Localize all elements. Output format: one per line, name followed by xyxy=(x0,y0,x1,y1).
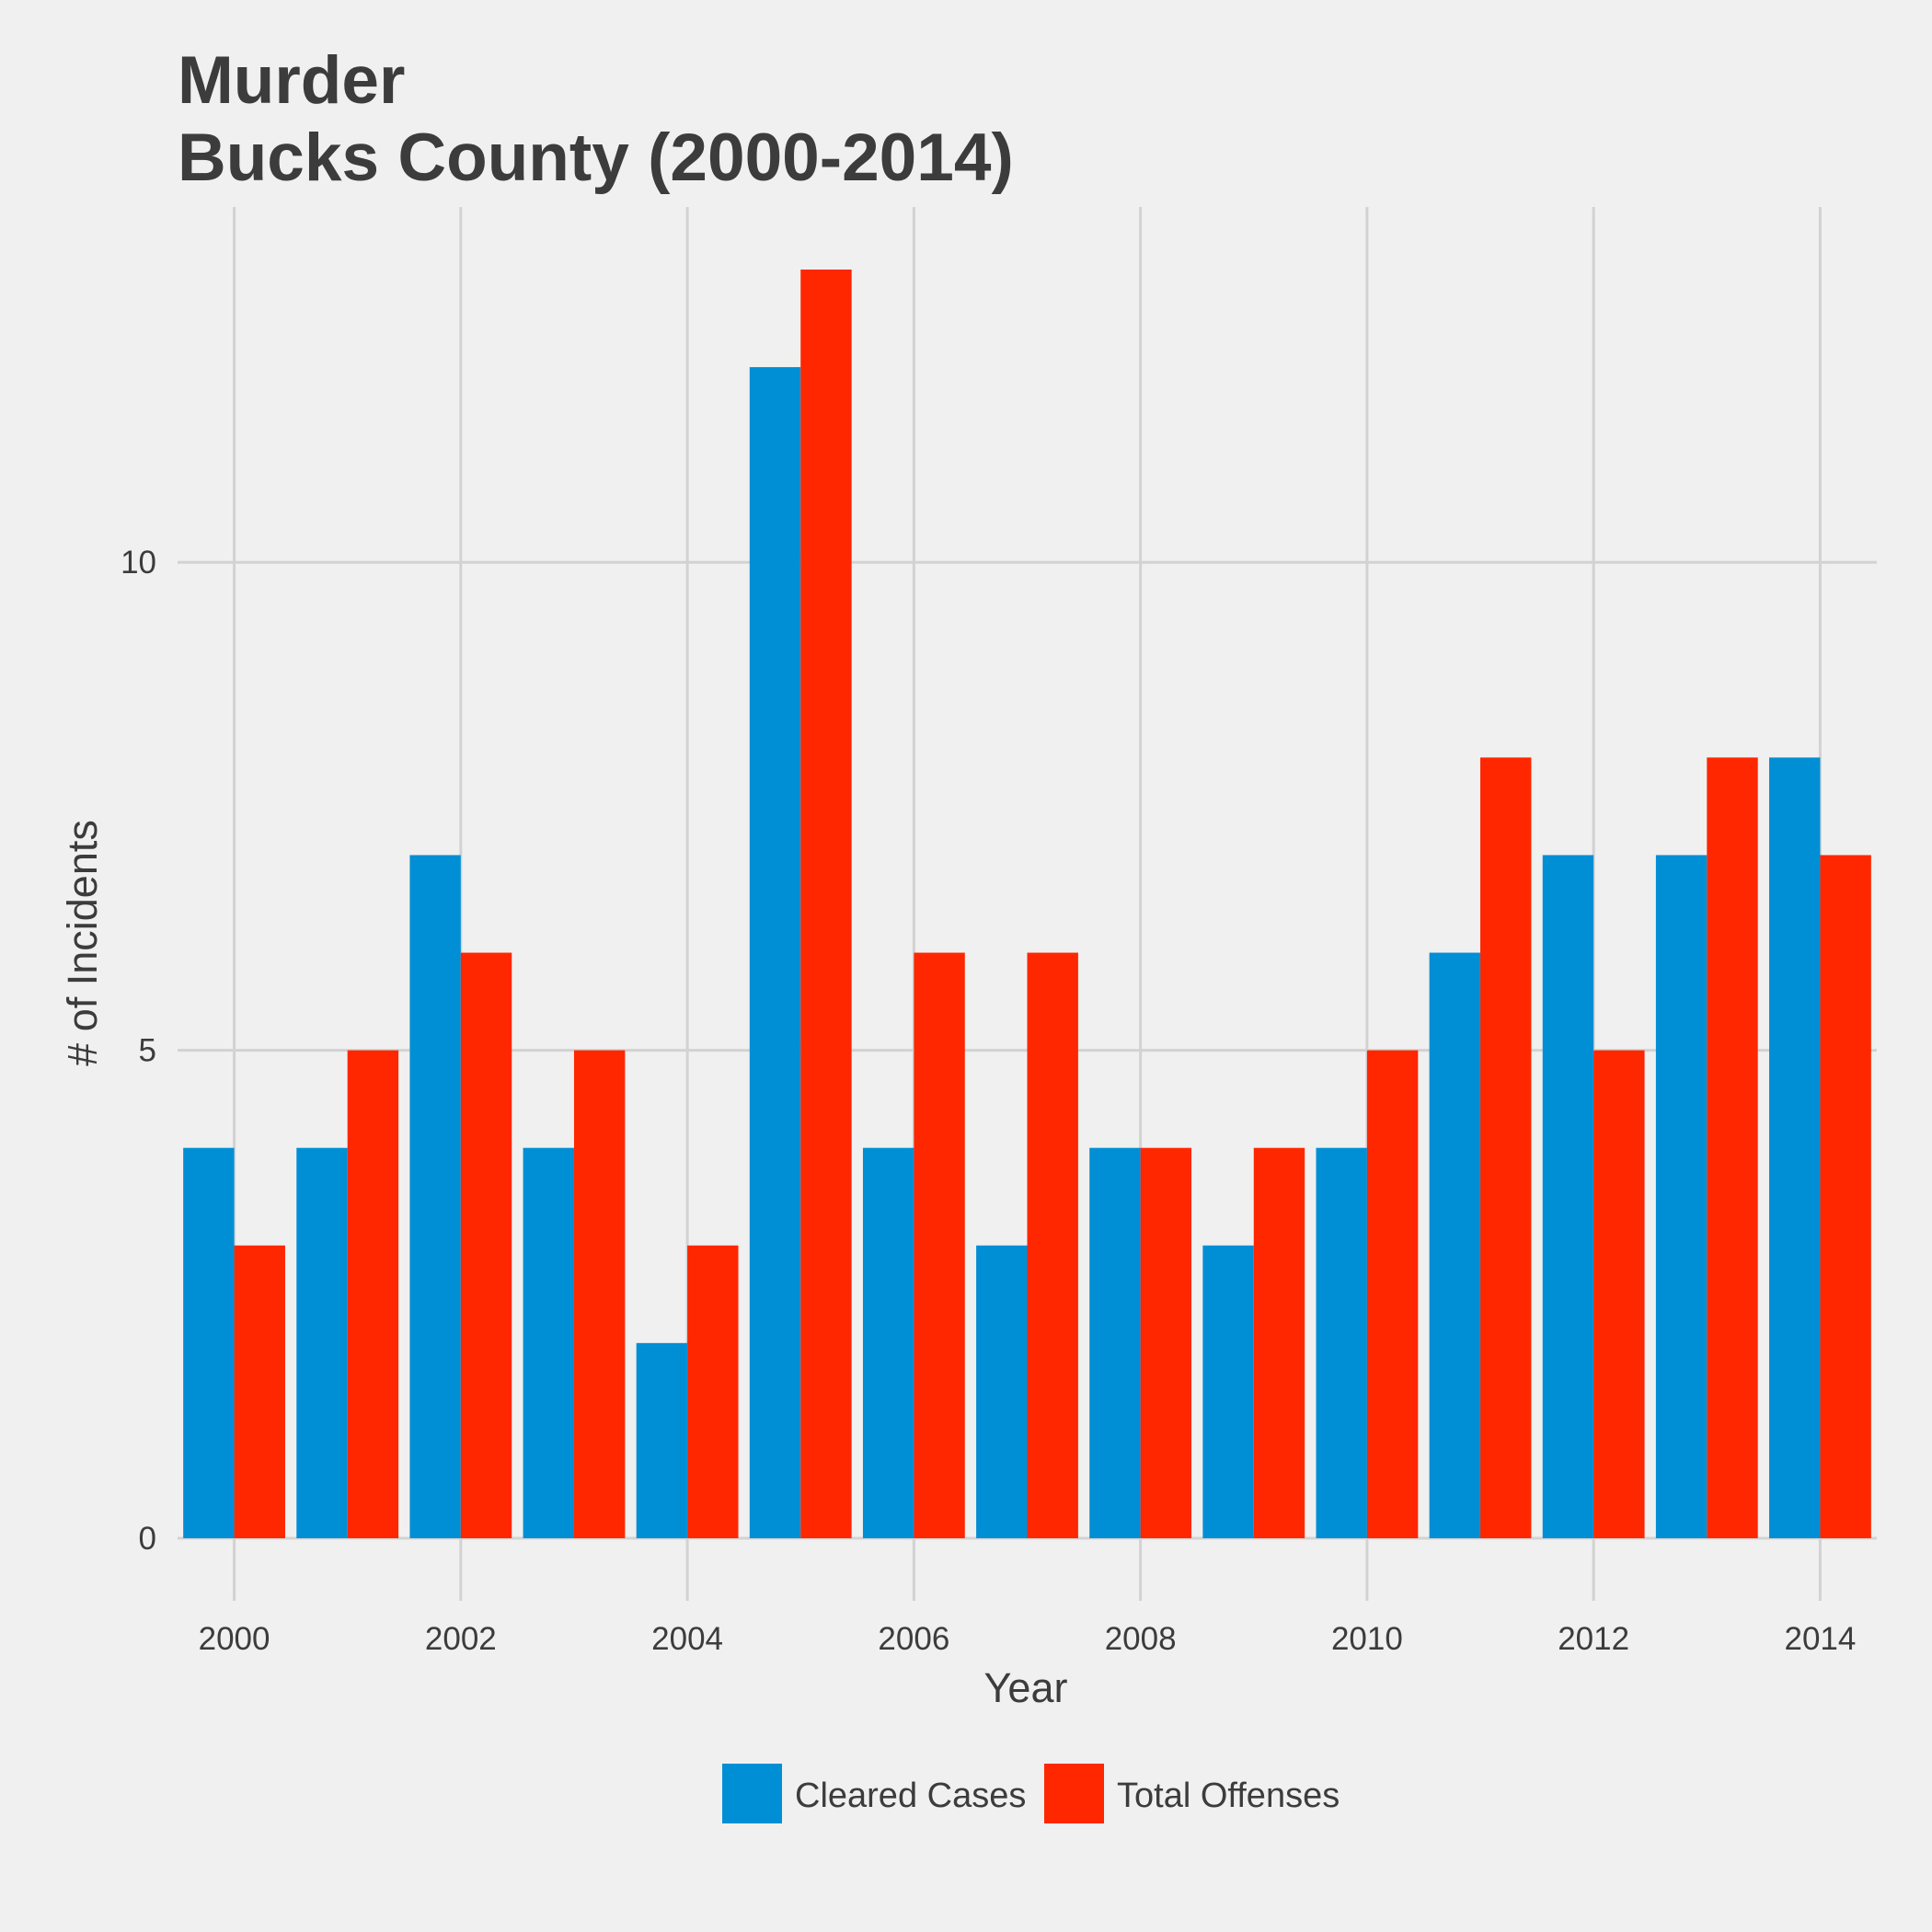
x-tick-label: 2002 xyxy=(425,1621,497,1657)
bar-total-offenses-2000 xyxy=(234,1245,285,1538)
legend-label-cleared-cases: Cleared Cases xyxy=(795,1777,1026,1815)
bar-cleared-cases-2014 xyxy=(1769,757,1821,1538)
bar-cleared-cases-2001 xyxy=(296,1147,348,1538)
bar-cleared-cases-2005 xyxy=(749,367,801,1539)
bar-total-offenses-2009 xyxy=(1253,1147,1305,1538)
y-axis-title: # of Incidents xyxy=(59,820,106,1066)
x-tick-label: 2012 xyxy=(1558,1621,1629,1657)
x-axis-title: Year xyxy=(984,1664,1068,1711)
bar-total-offenses-2011 xyxy=(1480,757,1532,1538)
bar-total-offenses-2004 xyxy=(687,1245,739,1538)
legend-label-total-offenses: Total Offenses xyxy=(1117,1777,1340,1815)
x-tick-label: 2010 xyxy=(1331,1621,1403,1657)
bar-total-offenses-2012 xyxy=(1593,1050,1645,1538)
bar-total-offenses-2002 xyxy=(460,952,512,1538)
x-tick-label: 2006 xyxy=(878,1621,949,1657)
bar-total-offenses-2008 xyxy=(1140,1147,1192,1538)
legend: Cleared Cases Total Offenses xyxy=(722,1764,1340,1823)
bar-cleared-cases-2007 xyxy=(976,1245,1028,1538)
bar-total-offenses-2005 xyxy=(800,270,852,1538)
bar-cleared-cases-2013 xyxy=(1655,855,1708,1538)
bar-cleared-cases-2003 xyxy=(523,1147,574,1538)
x-tick-label: 2000 xyxy=(199,1621,270,1657)
bar-total-offenses-2013 xyxy=(1707,757,1758,1538)
chart-title-line-1: Murder xyxy=(178,43,405,118)
chart-title-line-2: Bucks County (2000-2014) xyxy=(178,121,1014,195)
bar-total-offenses-2007 xyxy=(1027,952,1078,1538)
bar-total-offenses-2010 xyxy=(1366,1050,1419,1538)
y-axis-ticks: 0 5 10 xyxy=(121,545,156,1557)
bar-cleared-cases-2012 xyxy=(1542,855,1594,1538)
y-tick-label: 10 xyxy=(121,545,156,581)
x-tick-label: 2004 xyxy=(651,1621,723,1657)
bar-cleared-cases-2010 xyxy=(1316,1147,1367,1538)
legend-swatch-total-offenses xyxy=(1044,1764,1104,1823)
bar-total-offenses-2001 xyxy=(347,1050,399,1538)
legend-swatch-cleared-cases xyxy=(722,1764,782,1823)
y-tick-label: 0 xyxy=(139,1521,156,1557)
bar-cleared-cases-2011 xyxy=(1429,952,1481,1538)
bar-total-offenses-2003 xyxy=(573,1050,626,1538)
bar-cleared-cases-2008 xyxy=(1089,1147,1141,1538)
y-tick-label: 5 xyxy=(139,1033,156,1069)
bar-cleared-cases-2004 xyxy=(636,1342,688,1538)
x-tick-label: 2014 xyxy=(1784,1621,1856,1657)
x-tick-label: 2008 xyxy=(1105,1621,1177,1657)
bar-total-offenses-2006 xyxy=(914,952,965,1538)
bars xyxy=(183,270,1871,1539)
x-axis-ticks: 2000 2002 2004 2006 2008 2010 2012 2014 xyxy=(199,1621,1857,1657)
bar-cleared-cases-2000 xyxy=(183,1147,235,1538)
bar-total-offenses-2014 xyxy=(1820,855,1871,1538)
bar-cleared-cases-2009 xyxy=(1202,1245,1254,1538)
bar-cleared-cases-2002 xyxy=(409,855,461,1538)
bar-cleared-cases-2006 xyxy=(862,1147,914,1538)
